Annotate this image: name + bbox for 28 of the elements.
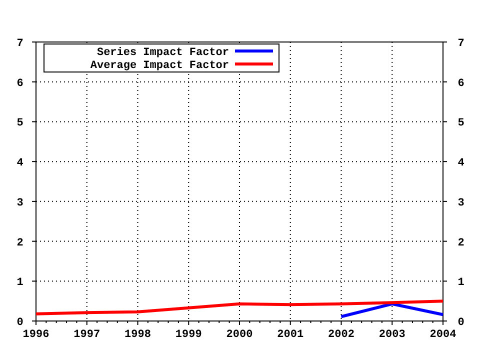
- y-tick-label: 4: [16, 158, 24, 170]
- x-tick-label: 2003: [378, 329, 406, 341]
- y-tick-label: 1: [16, 277, 24, 290]
- line-series: [34, 300, 444, 316]
- x-tick-label: 1998: [124, 329, 152, 341]
- y2-tick-label: 0: [458, 317, 464, 329]
- y2-tick-label: 2: [458, 237, 464, 250]
- x-tick-label: 1997: [74, 329, 100, 341]
- y2-tick-label: 7: [458, 38, 464, 50]
- y-tick-label: 0: [16, 317, 24, 329]
- y2-tick-label: 6: [458, 78, 464, 90]
- y2-tick-label: 1: [458, 277, 465, 290]
- y-tick-label: 5: [16, 118, 24, 130]
- x-tick-label: 1996: [22, 329, 50, 341]
- x-tick-label: 2001: [277, 329, 304, 341]
- y-tick-label: 7: [16, 38, 24, 50]
- x-tick-label: 1999: [175, 329, 202, 341]
- x-tick-label: 2004: [430, 329, 457, 341]
- y2-tick-label: 3: [458, 197, 465, 210]
- x-tick-label: 2002: [328, 329, 354, 341]
- y-tick-label: 6: [16, 78, 24, 90]
- legend-label: Series Impact Factor: [96, 47, 229, 59]
- y-tick-label: 3: [16, 197, 24, 210]
- y2-tick-label: 4: [458, 158, 465, 170]
- y-tick-label: 2: [16, 237, 24, 250]
- x-tick-label: 2000: [226, 329, 253, 341]
- legend-label: Average Impact Factor: [90, 60, 229, 72]
- y2-tick-label: 5: [458, 118, 465, 130]
